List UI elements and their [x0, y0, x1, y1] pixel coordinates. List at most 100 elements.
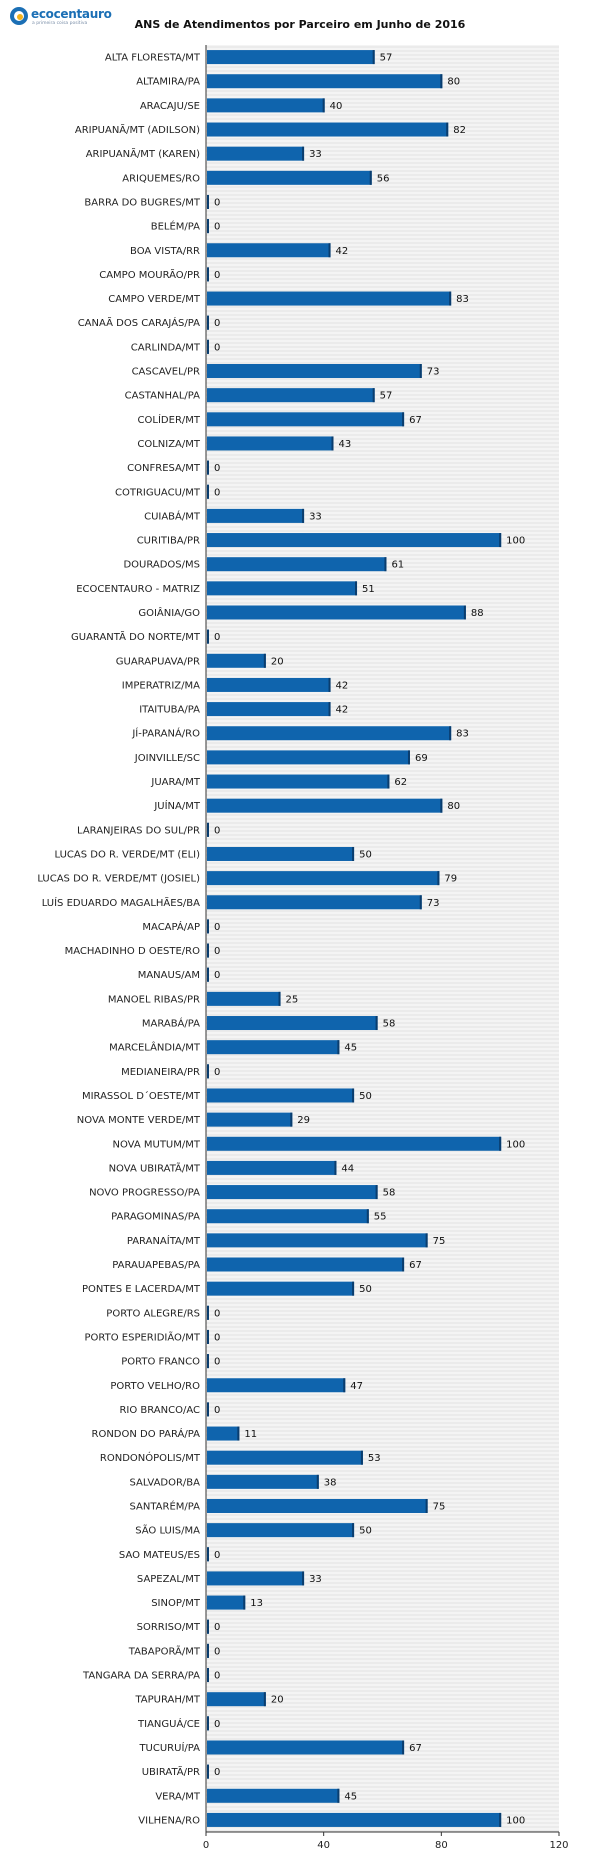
bar-end [207, 1354, 209, 1369]
category-label: JUÍNA/MT [153, 799, 201, 812]
bar-end [207, 629, 209, 644]
category-label: ECOCENTAURO - MATRIZ [76, 584, 200, 595]
bar-end [375, 1185, 378, 1200]
value-label: 67 [409, 415, 422, 426]
category-label: PARANAÍTA/MT [127, 1234, 201, 1247]
value-label: 67 [409, 1260, 422, 1271]
category-label: TUCURUÍ/PA [138, 1741, 200, 1754]
bar-end [425, 1233, 428, 1248]
bar [207, 991, 281, 1006]
category-label: GUARAPUAVA/PR [116, 656, 200, 667]
category-label: LARANJEIRAS DO SUL/PR [77, 825, 200, 836]
bar [207, 581, 358, 596]
bar [207, 412, 405, 427]
category-label: JÍ-PARANÁ/RO [131, 727, 200, 740]
bar-end [207, 1547, 209, 1562]
bar-end [352, 846, 355, 861]
value-label: 0 [214, 1622, 220, 1633]
value-label: 20 [271, 656, 284, 667]
category-label: VERA/MT [155, 1791, 201, 1802]
bar-end [207, 194, 209, 209]
bar-end [499, 1136, 502, 1151]
value-label: 33 [309, 149, 322, 160]
bar-end [207, 1064, 209, 1079]
value-label: 45 [344, 1791, 357, 1802]
bar-end [440, 798, 443, 813]
value-label: 0 [214, 270, 220, 281]
value-label: 61 [391, 560, 404, 571]
value-label: 0 [214, 970, 220, 981]
bar [207, 895, 422, 910]
bar-end [322, 98, 325, 113]
value-label: 88 [471, 608, 484, 619]
bar-end [372, 388, 375, 403]
category-label: SINOP/MT [151, 1598, 201, 1609]
category-label: ALTAMIRA/PA [136, 77, 200, 88]
bar [207, 1426, 240, 1441]
bar-end [375, 1016, 378, 1031]
bar-end [449, 726, 452, 741]
category-label: TAPURAH/MT [134, 1695, 200, 1706]
bar-end [243, 1595, 246, 1610]
category-label: PORTO VELHO/RO [110, 1381, 200, 1392]
logo-tagline: a primeira coisa positiva [32, 21, 88, 26]
bar [207, 1692, 266, 1707]
category-label: CAMPO VERDE/MT [108, 294, 201, 305]
bar [207, 1788, 340, 1803]
bar-end [425, 1498, 428, 1513]
category-label: CANAÃ DOS CARAJÁS/PA [78, 316, 200, 329]
bar [207, 1257, 405, 1272]
bar-end [440, 74, 443, 89]
value-label: 47 [350, 1381, 363, 1392]
category-label: ARACAJU/SE [140, 101, 200, 112]
value-label: 42 [336, 680, 349, 691]
bar-end [328, 677, 331, 692]
bar-end [499, 533, 502, 548]
bar [207, 1474, 319, 1489]
value-label: 0 [214, 632, 220, 643]
category-label: MEDIANEIRA/PR [121, 1067, 200, 1078]
bar-end [207, 919, 209, 934]
category-label: SÃO LUIS/MA [135, 1524, 200, 1537]
bar-end [207, 1402, 209, 1417]
value-label: 80 [447, 77, 460, 88]
category-label: ARIPUANÃ/MT (KAREN) [86, 147, 200, 160]
bar-end [207, 460, 209, 475]
value-label: 45 [344, 1043, 357, 1054]
bar-end [328, 243, 331, 258]
category-label: MACHADINHO D OESTE/RO [65, 946, 200, 957]
x-tick-label: 0 [203, 1840, 209, 1850]
bar-end [355, 581, 358, 596]
value-label: 58 [383, 1019, 396, 1030]
category-label: VILHENA/RO [138, 1815, 200, 1826]
bar-end [237, 1426, 240, 1441]
value-label: 73 [427, 898, 440, 909]
bar-end [437, 871, 440, 886]
bar-end [369, 170, 372, 185]
bar [207, 1523, 355, 1538]
value-label: 0 [214, 342, 220, 353]
value-label: 53 [368, 1453, 381, 1464]
value-label: 42 [336, 705, 349, 716]
value-label: 80 [447, 801, 460, 812]
bar [207, 557, 387, 572]
value-label: 79 [444, 874, 457, 885]
category-label: ARIQUEMES/RO [122, 173, 200, 184]
bar-end [207, 943, 209, 958]
value-label: 29 [297, 1115, 310, 1126]
value-label: 83 [456, 294, 469, 305]
bar [207, 1281, 355, 1296]
bar-end [278, 991, 281, 1006]
value-label: 0 [214, 1405, 220, 1416]
bar [207, 1450, 363, 1465]
bar-end [207, 1764, 209, 1779]
bar [207, 508, 305, 523]
bar-end [331, 436, 334, 451]
value-label: 57 [380, 53, 393, 64]
category-label: PONTES E LACERDA/MT [82, 1284, 201, 1295]
category-label: CAMPO MOURÃO/PR [99, 268, 200, 281]
value-label: 55 [374, 1212, 387, 1223]
bar [207, 1016, 378, 1031]
bar [207, 1088, 355, 1103]
